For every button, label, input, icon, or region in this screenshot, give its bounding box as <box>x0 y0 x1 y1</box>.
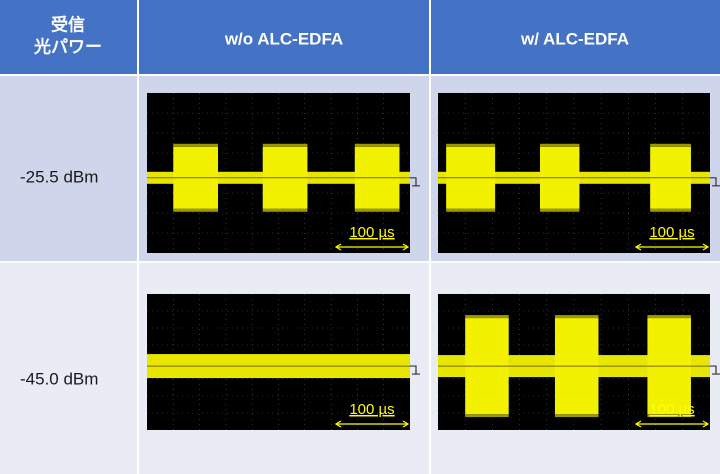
signal-burst-edge <box>173 209 218 212</box>
signal-burst-edge <box>647 315 691 318</box>
scale-label: 100 µs <box>349 224 394 241</box>
header-text: w/o ALC-EDFA <box>224 29 343 48</box>
header-text: w/ ALC-EDFA <box>520 29 629 48</box>
signal-burst-edge <box>555 414 599 417</box>
signal-burst-edge <box>355 209 400 212</box>
scale-label: 100 µs <box>349 401 394 418</box>
row-label: -25.5 dBm <box>20 167 98 186</box>
signal-burst-edge <box>263 144 308 147</box>
signal-burst-edge <box>540 144 579 147</box>
signal-burst-edge <box>446 209 495 212</box>
scale-label: 100 µs <box>649 401 694 418</box>
signal-burst-edge <box>465 414 509 417</box>
signal-burst-edge <box>540 209 579 212</box>
signal-burst-edge <box>355 144 400 147</box>
signal-burst-edge <box>465 315 509 318</box>
header-text: 光パワー <box>33 36 102 56</box>
signal-burst-edge <box>555 315 599 318</box>
signal-burst-edge <box>173 144 218 147</box>
signal-burst-edge <box>263 209 308 212</box>
table: 受信 光パワー w/o ALC-EDFA w/ ALC-EDFA -25.5 d… <box>0 0 720 474</box>
signal-burst-edge <box>446 144 495 147</box>
scale-label: 100 µs <box>649 224 694 241</box>
row-label: -45.0 dBm <box>20 369 98 388</box>
header-text: 受信 <box>51 14 85 34</box>
signal-burst-edge <box>650 144 691 147</box>
signal-burst-edge <box>650 209 691 212</box>
